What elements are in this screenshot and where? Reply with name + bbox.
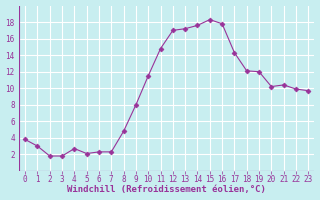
X-axis label: Windchill (Refroidissement éolien,°C): Windchill (Refroidissement éolien,°C) [67, 185, 266, 194]
